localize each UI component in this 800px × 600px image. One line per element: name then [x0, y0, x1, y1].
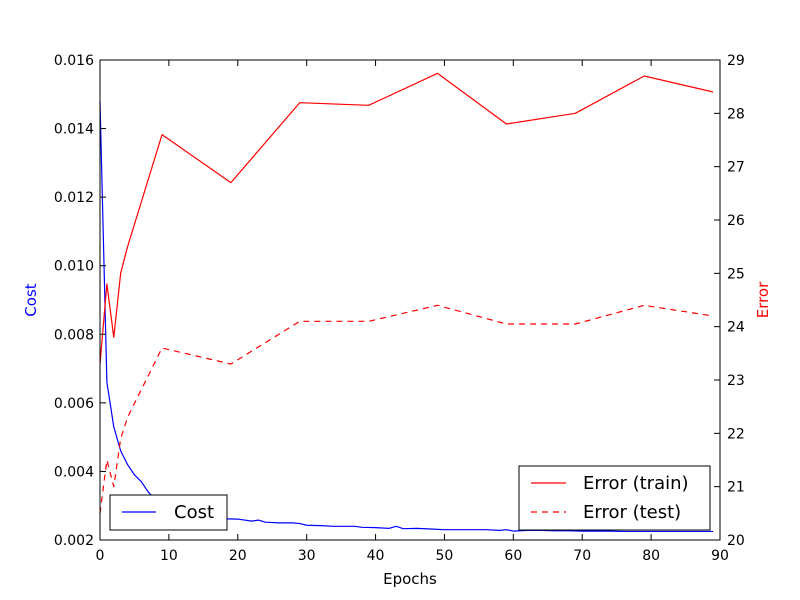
y-left-tick-label: 0.006	[54, 396, 94, 412]
y-right-tick-label: 20	[727, 533, 745, 549]
x-tick-label: 60	[504, 548, 522, 564]
series-line-error-train	[99, 72, 714, 365]
series-line-error-test	[99, 304, 714, 514]
y-right-tick-label: 25	[727, 266, 745, 282]
x-tick-label: 40	[367, 548, 385, 564]
y-left-tick-label: 0.016	[54, 53, 94, 69]
x-tick-label: 80	[642, 548, 660, 564]
y-left-tick-label: 0.010	[54, 259, 94, 275]
legend-test-label: Error (test)	[583, 502, 681, 523]
legend-error-box	[518, 465, 711, 531]
y-left-tick-label: 0.014	[54, 122, 94, 138]
y-left-tick-label: 0.008	[54, 327, 94, 343]
y-left-tick-label: 0.012	[54, 190, 94, 206]
y-right-axis-label: Error	[754, 281, 772, 318]
x-tick-label: 10	[160, 548, 178, 564]
tick-layer: 0 10 20 30 40 50 60 70 80 90 0.002 0.004 0.006 0.008 0…	[54, 53, 745, 564]
y-left-tick-label: 0.002	[54, 533, 94, 549]
x-tick-label: 70	[573, 548, 591, 564]
y-right-tick-label: 29	[727, 53, 745, 69]
legend-cost: Cost	[109, 494, 228, 531]
y-right-tick-label: 24	[727, 320, 745, 336]
legend-train-label: Error (train)	[583, 473, 689, 494]
legend-error: Error (train) Error (test)	[518, 465, 711, 531]
x-tick-label: 30	[298, 548, 316, 564]
y-left-tick-label: 0.004	[54, 464, 94, 480]
x-tick-label: 90	[711, 548, 729, 564]
x-axis-label: Epochs	[383, 570, 437, 588]
y-right-tick-label: 23	[727, 373, 745, 389]
x-tick-label: 50	[436, 548, 454, 564]
legend-cost-label: Cost	[174, 502, 214, 523]
x-tick-label: 20	[229, 548, 247, 564]
y-right-tick-label: 22	[727, 426, 745, 442]
plot-frame	[99, 59, 721, 541]
y-right-tick-label: 21	[727, 480, 745, 496]
x-tick-label: 0	[96, 548, 105, 564]
y-right-tick-label: 28	[727, 106, 745, 122]
y-right-tick-label: 26	[727, 213, 745, 229]
y-left-axis-label: Cost	[22, 283, 40, 316]
y-right-tick-label: 27	[727, 160, 745, 176]
plot-background	[100, 60, 720, 540]
